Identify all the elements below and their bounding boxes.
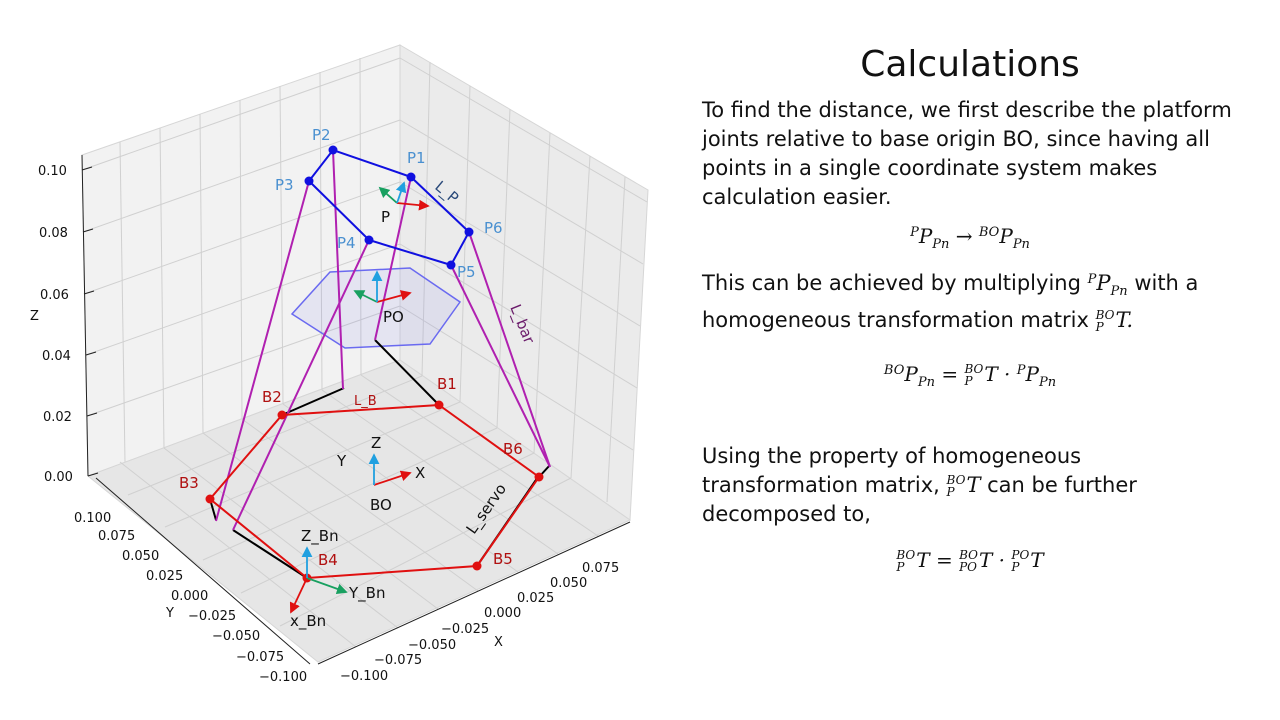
point-label-b4: B4 (318, 551, 338, 569)
frame-label-bo: BO (370, 496, 392, 514)
axis-edges (81, 154, 631, 665)
z-tick-label: 0.08 (39, 226, 68, 241)
z-tick-label: 0.04 (42, 349, 71, 364)
point-label-b5: B5 (493, 550, 513, 568)
z-tick-label: 0.00 (44, 470, 73, 485)
point-label-b1: B1 (437, 375, 457, 393)
y-tick-label: −0.050 (212, 629, 260, 644)
frame-po-arrows (353, 270, 412, 303)
panel-title: Calculations (860, 44, 1080, 85)
frame-label-po: PO (383, 308, 404, 326)
y-tick-label: −0.100 (259, 670, 307, 685)
y-tick-label: 0.050 (122, 549, 159, 564)
y-axis-label: Y (165, 606, 174, 621)
x-tick-label: −0.075 (374, 653, 422, 668)
y-tick-label: −0.025 (188, 609, 236, 624)
point-label-b2: B2 (262, 388, 282, 406)
y-tick-label: 0.000 (171, 589, 208, 604)
y-tick-label: 0.075 (98, 529, 135, 544)
floor-pane (87, 359, 632, 663)
y-ticks: 0.100 0.075 0.050 0.025 0.000 −0.025 −0.… (74, 511, 307, 685)
z-ticks: 0.10 0.08 0.06 0.04 0.02 0.00 Z (30, 164, 99, 485)
x-axis-label: X (494, 635, 503, 650)
x-tick-label: −0.025 (441, 622, 489, 637)
point-label-p4: P4 (337, 234, 356, 252)
frame-label-p: P (381, 208, 390, 226)
z-axis-label: Z (30, 309, 39, 324)
point-label-b6: B6 (503, 440, 523, 458)
point-label-p3: P3 (275, 176, 294, 194)
x-tick-label: −0.100 (340, 669, 388, 684)
x-tick-label: 0.050 (550, 576, 587, 591)
length-label-l-b: L_B (354, 394, 377, 409)
frame-bo-arrows (368, 453, 412, 486)
frame-label-bn-y: Y_Bn (348, 584, 385, 603)
y-tick-label: −0.075 (236, 650, 284, 665)
frame-label-bn-x: x_Bn (290, 612, 326, 631)
x-tick-label: 0.025 (517, 591, 554, 606)
point-label-p6: P6 (484, 219, 503, 237)
x-tick-label: 0.075 (582, 561, 619, 576)
kinematic-diagram: 0.10 0.08 0.06 0.04 0.02 0.00 Z 0.100 0.… (30, 44, 649, 685)
frame-label-bn-z: Z_Bn (301, 527, 339, 546)
grid-lines (81, 57, 648, 648)
z-tick-label: 0.10 (38, 164, 67, 179)
point-label-p2: P2 (312, 126, 331, 144)
x-tick-label: −0.050 (408, 638, 456, 653)
platform-joints (304, 145, 474, 270)
frame-bn-arrows (289, 546, 348, 614)
point-label-b3: B3 (179, 474, 199, 492)
z-tick-label: 0.02 (43, 410, 72, 425)
platform-hexagon (290, 267, 462, 349)
multiply-paragraph: This can be achieved by multiplying PPPn… (702, 271, 1199, 334)
equation-bo-pn: BOPPn = BO P T · PPPn (883, 362, 1057, 390)
point-label-p5: P5 (457, 263, 476, 281)
decompose-paragraph: Using the property of homogeneous transf… (702, 444, 1137, 526)
point-label-p1: P1 (407, 149, 426, 167)
z-tick-label: 0.06 (40, 288, 69, 303)
equation-decomposition: BO P T = BO PO T · PO P T (896, 548, 1044, 574)
frame-label-base-x: X (415, 464, 425, 482)
frame-label-base-y: Y (336, 452, 347, 470)
y-tick-label: 0.025 (146, 569, 183, 584)
frame-label-base-z: Z (371, 434, 381, 452)
x-ticks: 0.075 0.050 0.025 0.000 −0.025 −0.050 −0… (340, 561, 619, 684)
intro-paragraph: To find the distance, we first describe … (702, 98, 1232, 209)
x-tick-label: 0.000 (484, 606, 521, 621)
y-tick-label: 0.100 (74, 511, 111, 526)
equation-transform: PPPn → BOPPn (910, 224, 1030, 252)
frame-p-arrows (378, 181, 430, 211)
